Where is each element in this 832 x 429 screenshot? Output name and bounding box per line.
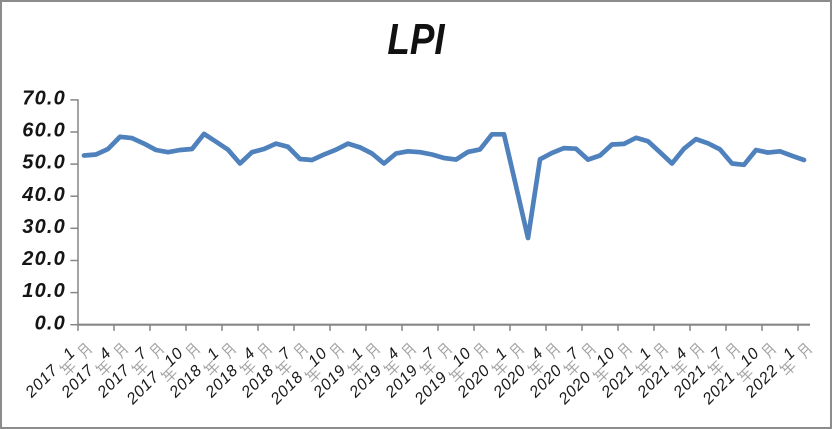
svg-text:10.0: 10.0	[22, 280, 66, 302]
svg-text:LPI: LPI	[387, 14, 445, 64]
svg-text:30.0: 30.0	[22, 216, 66, 238]
svg-text:70.0: 70.0	[22, 88, 66, 110]
svg-text:0.0: 0.0	[35, 312, 66, 334]
svg-text:50.0: 50.0	[22, 152, 66, 174]
svg-text:60.0: 60.0	[22, 120, 66, 142]
svg-text:40.0: 40.0	[21, 184, 66, 206]
svg-text:20.0: 20.0	[21, 248, 66, 270]
